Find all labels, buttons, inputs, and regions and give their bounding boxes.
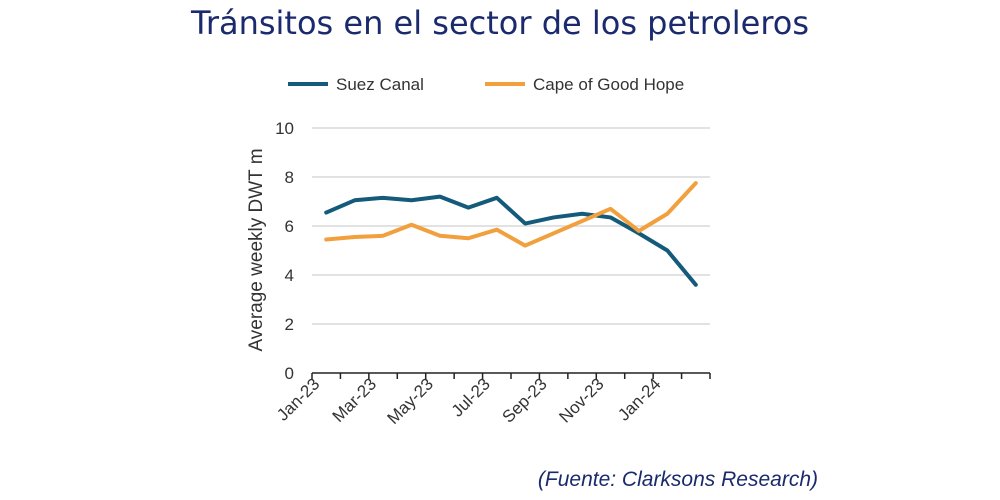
y-tick-label: 4 <box>285 266 294 285</box>
x-tick-label: Mar-23 <box>329 374 381 426</box>
legend-label: Cape of Good Hope <box>533 75 684 94</box>
series-line-cape <box>324 181 698 248</box>
y-tick-label: 10 <box>275 119 294 138</box>
x-tick-label: May-23 <box>384 374 438 428</box>
x-tick-label: Jan-23 <box>273 374 323 424</box>
y-tick-label: 0 <box>285 364 294 383</box>
page-title: Tránsitos en el sector de los petroleros <box>190 4 810 42</box>
y-tick-label: 8 <box>285 168 294 187</box>
series-line-suez <box>324 194 698 287</box>
y-axis-label: Average weekly DWT m <box>246 148 267 351</box>
legend-label: Suez Canal <box>336 75 424 94</box>
source-note: (Fuente: Clarksons Research) <box>537 468 818 491</box>
y-tick-label: 6 <box>285 217 294 236</box>
x-tick-label: Sep-23 <box>499 374 551 426</box>
x-tick-label: Jan-24 <box>614 374 664 424</box>
x-tick-label: Jul-23 <box>448 374 494 420</box>
x-tick-label: Nov-23 <box>555 374 607 426</box>
y-tick-label: 2 <box>285 315 294 334</box>
